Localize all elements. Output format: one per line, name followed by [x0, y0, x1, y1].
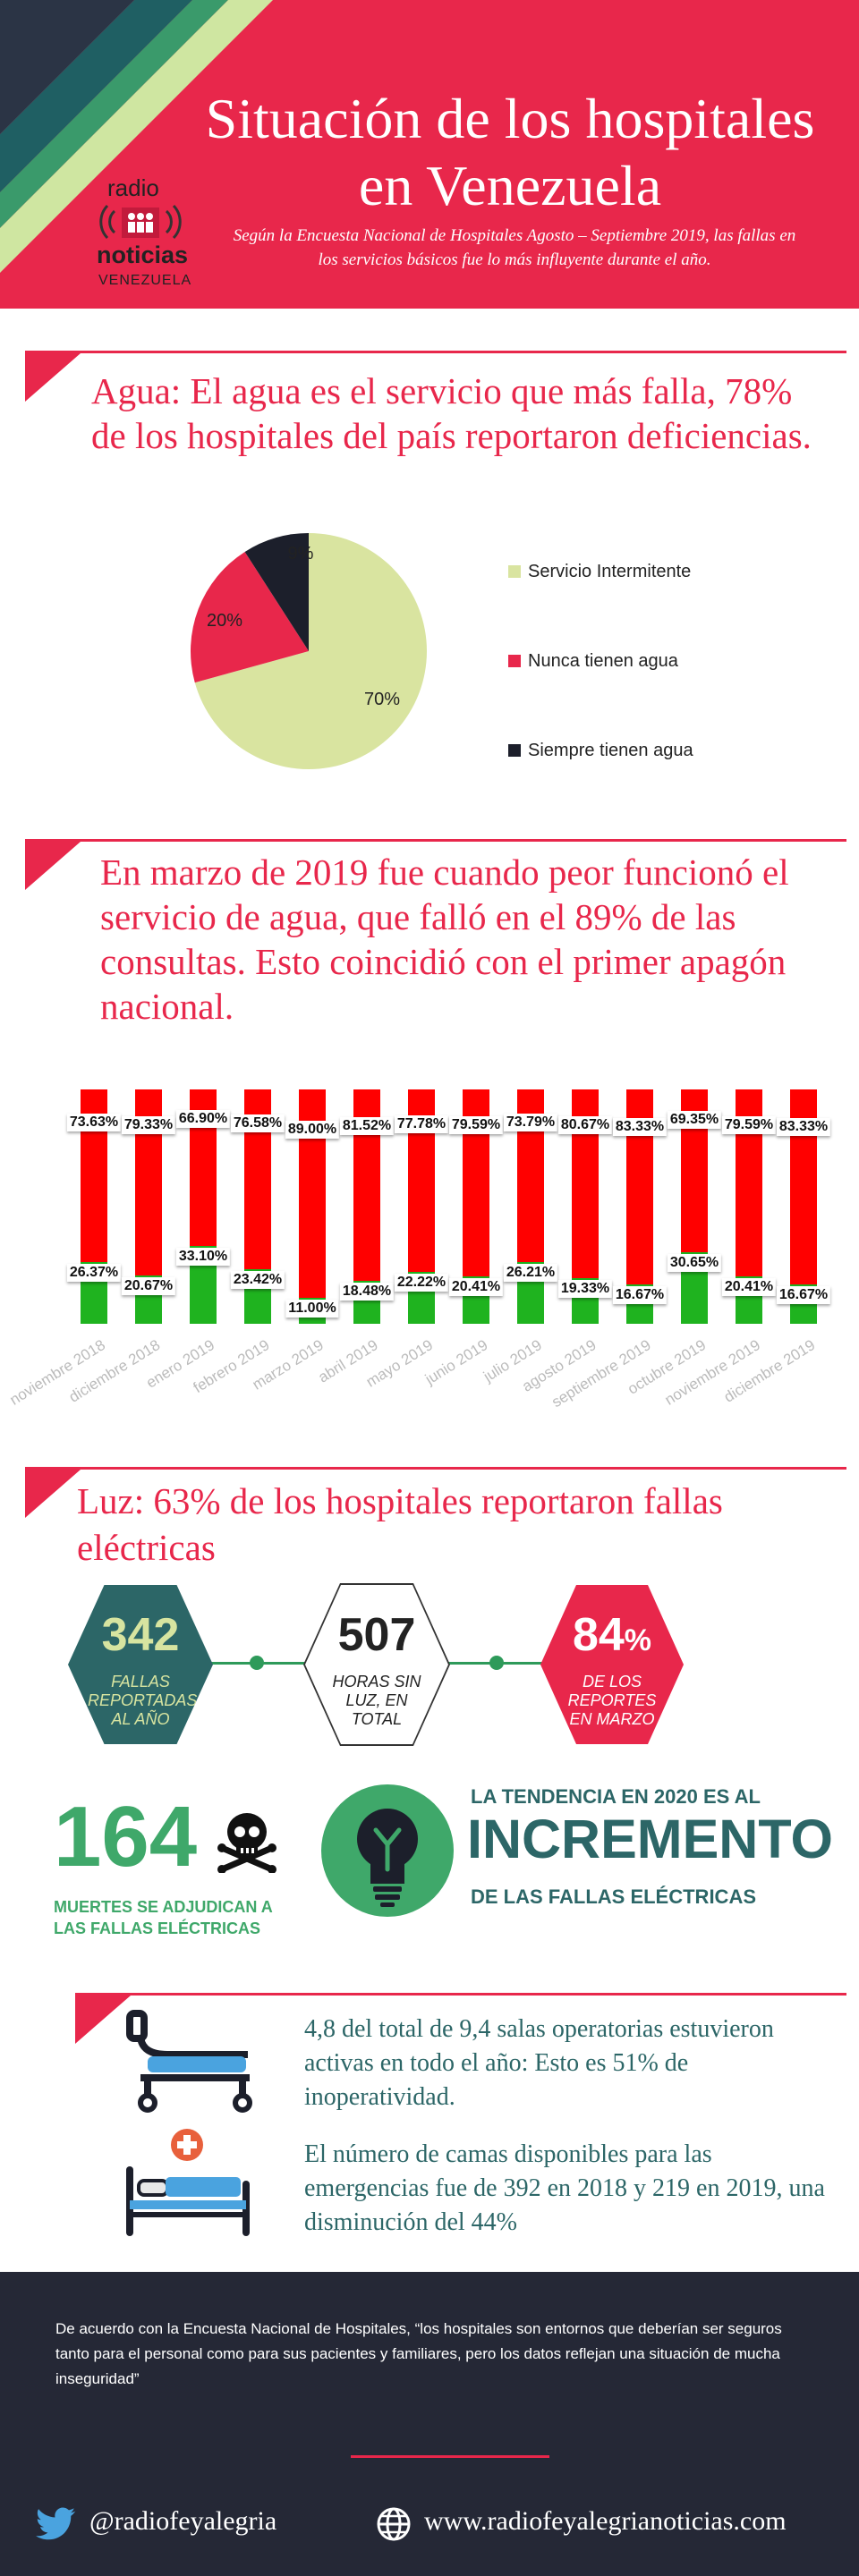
hex-marzo-unit: %: [624, 1623, 652, 1657]
data-label-top: 77.78%: [394, 1114, 449, 1133]
monthly-title: En marzo de 2019 fue cuando peor funcion…: [100, 852, 789, 1027]
legend-swatch: [508, 565, 521, 578]
data-label-top: 79.59%: [721, 1115, 777, 1134]
hex-horas-border: 507 HORAS SIN LUZ, EN TOTAL: [303, 1583, 450, 1746]
lightbulb-icon: [321, 1784, 454, 1917]
hospital-bed-icon: [126, 2129, 250, 2236]
data-label-top: 83.33%: [612, 1117, 668, 1136]
header-subtitle: Según la Encuesta Nacional de Hospitales…: [233, 226, 796, 269]
trend-line1: LA TENDENCIA EN 2020 ES AL: [471, 1785, 761, 1808]
stretcher-icon: [126, 2010, 252, 2113]
hex-marzo-value: 84: [572, 1609, 625, 1661]
hex-horas-label: HORAS SIN LUZ, EN TOTAL: [332, 1673, 421, 1728]
legend-item-intermitente: Servicio Intermitente: [508, 562, 691, 582]
hex-horas-number: 507: [337, 1609, 416, 1661]
data-label-top: 83.33%: [776, 1117, 831, 1136]
trend-line2: DE LAS FALLAS ELÉCTRICAS: [471, 1885, 757, 1908]
section-divider-monthly: [25, 839, 846, 842]
deaths-label: MUERTES SE ADJUDICAN A LAS FALLAS ELÉCTR…: [54, 1898, 273, 1937]
data-label-bottom: 20.41%: [721, 1277, 777, 1296]
data-label-top: 66.90%: [175, 1110, 231, 1129]
skull-crossbones-icon: [217, 1813, 276, 1873]
beds-text-1: 4,8 del total de 9,4 salas operatorias e…: [304, 2015, 774, 2111]
diagonal-stripes: [0, 0, 273, 273]
legend-swatch: [508, 655, 521, 667]
hex-marzo-label: DE LOS REPORTES EN MARZO: [567, 1673, 657, 1728]
section-flag-luz: [25, 1470, 81, 1518]
data-label-bottom: 19.33%: [557, 1280, 613, 1299]
page-title: Situación de los hospitales en Venezuela: [170, 85, 850, 219]
hex-horas: 507 HORAS SIN LUZ, EN TOTAL: [305, 1585, 448, 1744]
data-label-top: 69.35%: [667, 1111, 722, 1130]
hex-fallas: 342 FALLAS REPORTADAS AL AÑO: [68, 1585, 213, 1744]
deaths-number: 164: [54, 1789, 198, 1885]
data-label-bottom: 30.65%: [667, 1253, 722, 1272]
data-label-bottom: 23.42%: [230, 1270, 285, 1289]
section-divider-water: [25, 351, 846, 353]
data-label-top: 79.59%: [448, 1115, 504, 1134]
legend-swatch: [508, 744, 521, 757]
data-label-bottom: 11.00%: [285, 1300, 339, 1318]
pie-label-intermitente: 70%: [364, 690, 400, 709]
hex-fallas-number: 342: [101, 1609, 180, 1661]
data-label-bottom: 33.10%: [175, 1248, 231, 1267]
legend-item-siempre: Siempre tienen agua: [508, 741, 693, 761]
monthly-bar-chart: 73.63% 26.37% noviembre 2018 79.33% 20.67% di…: [7, 1082, 841, 1422]
footer: De acuerdo con la Encuesta Nacional de H…: [0, 2272, 859, 2576]
legend-label: Servicio Intermitente: [528, 562, 692, 581]
pie-slice-siempre: [244, 533, 309, 651]
section-flag-water: [25, 353, 81, 402]
data-label-bottom: 16.67%: [612, 1286, 668, 1305]
footer-quote: De acuerdo con la Encuesta Nacional de H…: [55, 2320, 782, 2387]
twitter-icon[interactable]: [36, 2506, 77, 2542]
logo-country-text: VENEZUELA: [98, 273, 192, 288]
hex-fallas-label: FALLAS REPORTADAS AL AÑO: [88, 1673, 198, 1728]
trend-big: INCREMENTO: [467, 1809, 833, 1869]
luz-title: Luz: 63% de los hospitales reportaron fa…: [77, 1480, 723, 1568]
legend-label: Nunca tienen agua: [528, 651, 678, 671]
logo-noticias-text: noticias: [97, 242, 189, 268]
footer-divider: [351, 2455, 549, 2458]
legend-item-nunca: Nunca tienen agua: [508, 651, 678, 672]
section-flag-beds: [75, 1996, 131, 2044]
data-label-bottom: 18.48%: [339, 1282, 395, 1301]
data-label-bottom: 16.67%: [776, 1286, 831, 1305]
header-banner: Situación de los hospitales en Venezuela…: [0, 0, 859, 309]
water-pie-chart: 9% 20% 70%: [191, 533, 427, 769]
twitter-handle[interactable]: @radiofeyalegria: [89, 2506, 277, 2536]
data-label-bottom: 26.21%: [503, 1264, 558, 1283]
data-label-top: 81.52%: [339, 1116, 395, 1135]
water-title: Agua: El agua es el servicio que más fal…: [91, 370, 812, 456]
data-label-bottom: 22.22%: [394, 1273, 449, 1292]
data-label-top: 73.63%: [66, 1113, 122, 1131]
logo-radio-text: radio: [107, 174, 159, 201]
beds-text-2: El número de camas disponibles para las …: [304, 2140, 825, 2236]
data-label-top: 79.33%: [121, 1115, 176, 1134]
data-label-top: 89.00%: [285, 1120, 340, 1139]
data-label-top: 73.79%: [503, 1113, 558, 1131]
title-line-1: Situación de los hospitales: [205, 87, 815, 150]
title-line-2: en Venezuela: [358, 154, 662, 217]
section-divider-beds: [75, 1993, 846, 1996]
data-label-bottom: 26.37%: [66, 1263, 122, 1282]
connector-dot: [250, 1656, 264, 1670]
data-label-bottom: 20.41%: [448, 1277, 504, 1296]
section-divider-luz: [25, 1467, 846, 1470]
legend-label: Siempre tienen agua: [528, 741, 693, 760]
hex-marzo: 84% DE LOS REPORTES EN MARZO: [540, 1585, 684, 1744]
website-link[interactable]: www.radiofeyalegrianoticias.com: [424, 2506, 787, 2536]
pie-label-nunca: 20%: [207, 611, 242, 631]
pie-slice-intermitente: [194, 533, 427, 769]
data-label-top: 76.58%: [230, 1114, 285, 1133]
data-label-bottom: 20.67%: [121, 1276, 176, 1295]
globe-icon: [377, 2507, 411, 2541]
pie-slice-nunca: [191, 551, 309, 683]
hex-marzo-number: 84%: [540, 1608, 684, 1662]
section-flag-monthly: [25, 842, 81, 890]
radio-logo-icon: [99, 204, 182, 240]
connector-dot: [489, 1656, 504, 1670]
pie-label-siempre: 9%: [288, 544, 314, 564]
data-label-top: 80.67%: [557, 1116, 613, 1135]
